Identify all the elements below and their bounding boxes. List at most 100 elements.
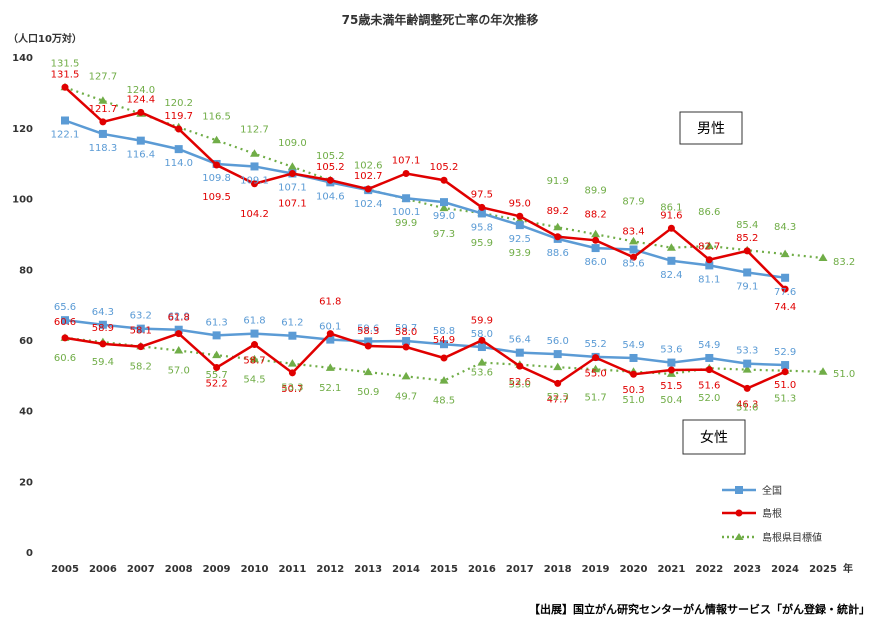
chart-title: 75歳未満年齢調整死亡率の年次推移	[342, 12, 539, 27]
data-point	[629, 245, 638, 254]
data-point	[402, 170, 410, 178]
data-label: 107.1	[278, 199, 307, 210]
series-line-target-female	[64, 336, 824, 382]
data-point	[174, 346, 184, 354]
data-label: 47.7	[547, 394, 569, 405]
legend: 全国 島根 島根県目標値	[722, 484, 822, 544]
data-point	[137, 108, 145, 116]
data-label: 107.1	[278, 183, 307, 194]
legend-item-shimane: 島根	[722, 507, 782, 520]
data-label: 105.2	[316, 151, 345, 162]
data-label: 51.5	[660, 381, 682, 392]
x-tick-label: 2008	[165, 564, 193, 575]
data-point	[781, 273, 790, 282]
x-tick-label: 2009	[203, 564, 231, 575]
data-label: 56.0	[547, 336, 569, 347]
legend-label-target: 島根県目標値	[762, 531, 822, 544]
data-label: 50.7	[281, 384, 303, 395]
y-tick-label: 120	[12, 124, 33, 135]
series-line-national-female	[64, 318, 786, 367]
data-point	[630, 253, 637, 261]
data-point	[477, 209, 486, 218]
y-axis-unit: （人口10万対）	[8, 32, 82, 45]
data-label: 56.4	[509, 335, 531, 346]
data-label: 86.6	[698, 207, 720, 218]
data-label: 53.3	[736, 346, 758, 357]
x-tick-label: 2007	[127, 564, 155, 575]
data-point	[402, 337, 411, 346]
data-point	[781, 285, 789, 293]
data-point	[592, 236, 600, 244]
data-point	[554, 233, 562, 241]
data-label: 109.8	[202, 173, 231, 184]
x-tick-label: 2018	[544, 564, 572, 575]
data-label: 97.3	[433, 229, 455, 240]
data-label: 127.7	[89, 72, 118, 83]
data-label: 63.2	[130, 311, 152, 322]
data-label: 53.6	[471, 368, 493, 379]
y-tick-label: 20	[19, 477, 33, 488]
x-tick-label: 2023	[733, 564, 761, 575]
data-point	[516, 212, 524, 220]
data-point	[288, 170, 296, 178]
x-tick-label: 2025	[809, 564, 837, 575]
x-tick-label: 2024	[771, 564, 799, 575]
data-point	[781, 368, 789, 376]
data-label: 86.0	[584, 257, 606, 268]
data-label: 104.6	[316, 191, 345, 202]
x-tick-label: 2020	[620, 564, 648, 575]
data-label: 74.4	[774, 302, 796, 313]
x-tick-label: 2021	[657, 564, 685, 575]
data-label: 95.8	[471, 222, 493, 233]
data-label: 100.1	[392, 207, 421, 218]
data-label: 77.6	[774, 287, 796, 298]
data-point	[288, 369, 296, 377]
x-tick-label: 2017	[506, 564, 534, 575]
data-point	[250, 354, 259, 363]
x-tick-label: 2013	[354, 564, 382, 575]
data-point	[213, 364, 221, 372]
data-label: 104.2	[240, 209, 269, 220]
data-point	[213, 161, 221, 169]
data-label: 58.0	[471, 329, 493, 340]
data-point	[477, 358, 487, 366]
x-tick-label: 2012	[316, 564, 344, 575]
x-tick-label: 2010	[241, 564, 269, 575]
data-point	[364, 185, 372, 193]
data-point	[326, 335, 335, 344]
data-label: 58.0	[395, 327, 417, 338]
data-point	[592, 354, 600, 362]
callout-male-text: 男性	[697, 121, 725, 137]
data-point	[440, 198, 448, 207]
x-axis-ticks: 2005 2006 2007 2008 2009 2010 2011 2012 2013 2014…	[51, 564, 837, 575]
data-label: 62.9	[168, 312, 190, 323]
data-label: 53.3	[281, 383, 303, 394]
data-label: 61.8	[243, 316, 265, 327]
data-label: 124.4	[126, 94, 155, 105]
data-label: 60.1	[319, 322, 341, 333]
x-tick-label: 2016	[468, 564, 496, 575]
data-label: 116.5	[202, 111, 231, 122]
data-label: 52.1	[319, 383, 341, 394]
data-point	[667, 358, 676, 367]
data-point	[705, 261, 714, 270]
data-point	[818, 253, 828, 261]
data-point	[591, 229, 601, 238]
data-point	[402, 343, 410, 351]
data-point	[780, 249, 790, 258]
data-label: 124.0	[126, 85, 155, 96]
y-tick-label: 0	[26, 548, 33, 559]
data-label: 102.7	[354, 171, 383, 182]
data-point	[667, 256, 676, 265]
data-point	[98, 320, 107, 329]
data-label: 58.7	[243, 356, 265, 367]
data-label: 85.4	[736, 220, 758, 231]
data-label: 49.7	[395, 391, 417, 402]
callout-female: 女性	[682, 419, 746, 455]
data-label: 97.5	[471, 189, 493, 200]
data-point	[478, 203, 486, 211]
data-label: 55.0	[584, 369, 606, 380]
data-point	[743, 384, 751, 392]
y-tick-label: 100	[12, 195, 33, 206]
